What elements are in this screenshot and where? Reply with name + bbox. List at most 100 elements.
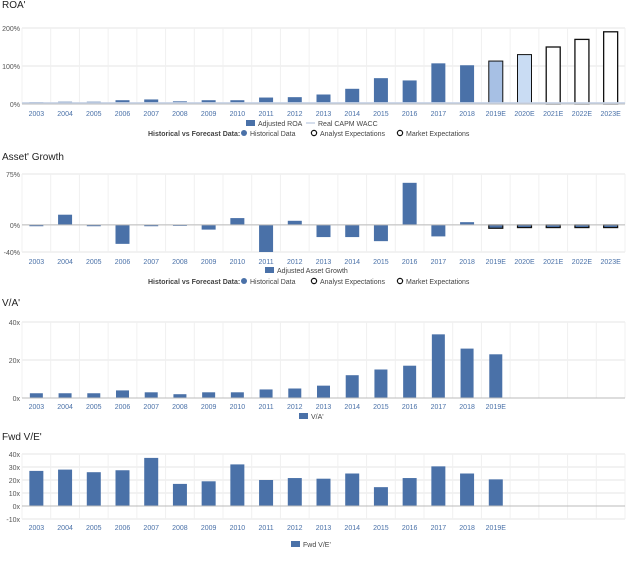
x-tick-label: 2023E [601, 111, 622, 118]
bar [460, 222, 475, 225]
bar [230, 464, 245, 506]
bar [259, 97, 274, 104]
x-tick-label: 2023E [601, 259, 622, 266]
bar [87, 393, 101, 398]
x-tick-label: 2019E [486, 404, 507, 411]
x-tick-label: 2008 [172, 404, 188, 411]
bar [115, 100, 130, 104]
bar [373, 487, 388, 506]
x-tick-label: 2019E [486, 111, 507, 118]
x-tick-label: 2017 [431, 525, 447, 532]
x-tick-label: 2009 [201, 111, 217, 118]
bar [29, 470, 44, 506]
y-tick-label: 0% [10, 223, 20, 230]
x-tick-label: 2019E [486, 525, 507, 532]
asset-growth-chart-title: Asset' Growth [2, 152, 64, 163]
forecast-legend-caption: Historical vs Forecast Data: [148, 279, 240, 286]
bar [288, 388, 302, 398]
bar [86, 472, 101, 506]
x-tick-label: 2017 [431, 259, 447, 266]
legend-label: Adjusted ROA [258, 121, 303, 128]
bar [373, 78, 388, 104]
bar [488, 60, 504, 105]
x-tick-label: 2005 [86, 259, 102, 266]
x-tick-label: 2006 [115, 525, 131, 532]
x-tick-label: 2014 [344, 404, 360, 411]
x-tick-label: 2020E [514, 259, 535, 266]
x-tick-label: 2016 [402, 259, 418, 266]
forecast-legend-caption: Historical vs Forecast Data: [148, 131, 240, 138]
x-tick-label: 2004 [57, 404, 73, 411]
x-tick-label: 2004 [57, 525, 73, 532]
x-tick-label: 2014 [344, 259, 360, 266]
bar [460, 348, 474, 398]
bar [431, 63, 446, 104]
bar [602, 31, 619, 105]
forecast-legend-label: Historical Data [250, 279, 296, 286]
forecast-legend-label: Analyst Expectations [320, 131, 385, 138]
bar [345, 88, 360, 104]
x-tick-label: 2021E [543, 111, 564, 118]
asset-growth-chart-panel: Asset' Growth -40% 0% 75% 2003 2004 2005 2006 2… [0, 152, 628, 292]
bar [173, 394, 187, 398]
x-tick-label: 2015 [373, 404, 389, 411]
bar [517, 54, 532, 105]
x-tick-label: 2015 [373, 111, 389, 118]
bar [144, 224, 159, 227]
x-tick-label: 2007 [143, 259, 159, 266]
bar [201, 100, 216, 104]
x-tick-label: 2009 [201, 525, 217, 532]
va-chart-title: V/A' [2, 298, 21, 309]
x-tick-label: 2006 [115, 111, 131, 118]
bar [86, 224, 101, 227]
legend-marker [310, 129, 318, 137]
legend-swatch [265, 267, 274, 273]
forecast-legend-label: Historical Data [250, 131, 296, 138]
bar [58, 393, 72, 398]
bar [431, 334, 445, 398]
x-tick-label: 2013 [316, 525, 332, 532]
bar [144, 392, 158, 398]
x-tick-label: 2018 [459, 111, 475, 118]
fwd-ve-chart-panel: Fwd V/E' -10x 0x 10x 20x 30x 40x 2003 2004 2005 2… [0, 432, 628, 560]
bar [373, 224, 388, 242]
legend-label: Adjusted Asset Growth [277, 268, 348, 275]
y-tick-label: 10x [9, 491, 21, 498]
x-tick-label: 2008 [172, 111, 188, 118]
x-tick-label: 2015 [373, 525, 389, 532]
y-tick-label: 0% [10, 102, 20, 109]
bar [460, 473, 475, 506]
x-tick-label: 2012 [287, 404, 303, 411]
x-tick-label: 2014 [344, 525, 360, 532]
bar [29, 224, 44, 227]
x-tick-label: 2011 [259, 111, 274, 118]
y-tick-label: 40x [9, 452, 21, 459]
y-tick-label: 40x [9, 320, 21, 327]
legend-marker [241, 130, 247, 136]
bar [488, 479, 503, 506]
bar [403, 365, 417, 398]
x-tick-label: 2022E [572, 259, 593, 266]
x-tick-label: 2022E [572, 111, 593, 118]
y-tick-label: 200% [2, 26, 20, 33]
x-tick-label: 2010 [230, 111, 246, 118]
bar [489, 354, 503, 398]
x-tick-label: 2013 [316, 111, 332, 118]
roa-chart-title: ROA' [2, 0, 26, 11]
legend-swatch [246, 120, 255, 126]
bar [58, 214, 73, 225]
bar [402, 182, 417, 225]
bar [316, 224, 331, 238]
bar [488, 224, 504, 229]
x-tick-label: 2006 [115, 404, 131, 411]
va-chart-panel: V/A' 0x 20x 40x 2003 2004 2005 2006 2007 2008 200… [0, 298, 628, 428]
x-tick-label: 2017 [431, 111, 447, 118]
bar [574, 38, 590, 105]
legend-label: Fwd V/E' [303, 542, 331, 549]
bar [230, 218, 245, 225]
x-tick-label: 2016 [402, 404, 418, 411]
x-tick-label: 2020E [514, 111, 535, 118]
bar [259, 389, 273, 398]
legend-marker [241, 278, 247, 284]
x-tick-label: 2017 [431, 404, 447, 411]
